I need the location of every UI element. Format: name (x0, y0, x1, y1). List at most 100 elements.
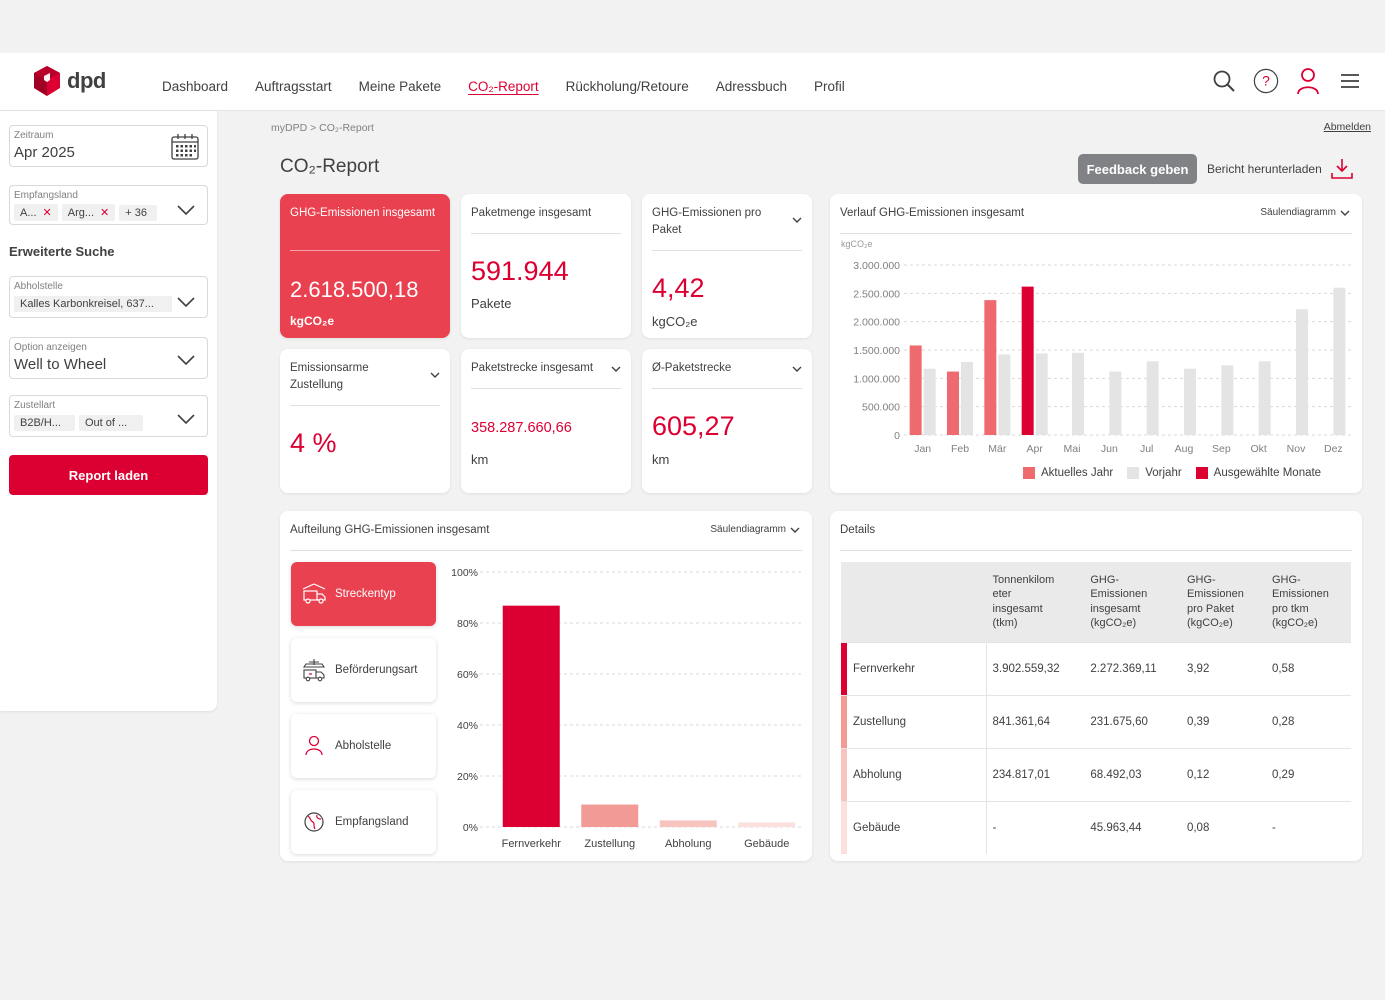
x-tick-label: Jun (1101, 443, 1118, 455)
calendar-icon[interactable] (171, 133, 199, 160)
abholstelle-chip: Kalles Karbonkreisel, 637... (14, 296, 172, 312)
main-nav: Dashboard Auftragsstart Meine Pakete CO₂… (162, 53, 845, 111)
bar-current-year[interactable] (1021, 286, 1034, 435)
table-cell: 3,92 (1180, 641, 1266, 695)
kpi-emissionsarm[interactable]: Emissionsarme Zustellung 4 % (280, 349, 450, 493)
divider (652, 250, 802, 251)
bar-previous-year[interactable] (1333, 287, 1346, 435)
category-befoerderungsart[interactable]: Beförderungsart (291, 638, 436, 702)
chip-land-1: A... ✕ (14, 204, 58, 221)
x-tick-label: Fernverkehr (502, 838, 562, 850)
chevron-down-icon (1340, 210, 1350, 216)
column-header: GHG- Emissionen pro tkm (kgCO₂e) (1265, 562, 1351, 642)
chevron-down-icon[interactable] (792, 365, 802, 373)
column-header (841, 562, 987, 642)
kpi-ghg-pro-paket[interactable]: GHG-Emissionen pro Paket 4,42 kgCO₂e (642, 194, 812, 338)
bar-current-year[interactable] (909, 345, 922, 435)
bar-previous-year[interactable] (1296, 309, 1308, 435)
help-icon[interactable]: ? (1253, 67, 1279, 95)
row-color-marker (841, 801, 847, 854)
feedback-button[interactable]: Feedback geben (1078, 154, 1197, 184)
nav-rueckholung[interactable]: Rückholung/Retoure (565, 78, 689, 94)
column-header: GHG- Emissionen pro Paket (kgCO₂e) (1180, 562, 1266, 642)
kpi-value: 2.618.500,18 (290, 277, 419, 302)
nav-dashboard[interactable]: Dashboard (162, 78, 229, 94)
bar-previous-year[interactable] (1221, 365, 1234, 435)
column-header: GHG- Emissionen insgesamt (kgCO₂e) (1084, 562, 1181, 642)
bar-fernverkehr[interactable] (502, 605, 560, 827)
download-report-button[interactable]: Bericht herunterladen (1207, 156, 1354, 182)
y-tick-label: 20% (457, 771, 478, 783)
nav-auftragsstart[interactable]: Auftragsstart (255, 78, 332, 94)
zeitraum-field[interactable]: Zeitraum Apr 2025 (9, 125, 208, 167)
legend-label: Aktuelles Jahr (1041, 467, 1114, 479)
nav-meine-pakete[interactable]: Meine Pakete (358, 78, 442, 94)
bar-previous-year[interactable] (1184, 368, 1196, 435)
chevron-down-icon[interactable] (177, 354, 195, 366)
category-label: Empfangsland (335, 816, 409, 828)
chevron-down-icon[interactable] (177, 204, 195, 216)
category-streckentyp[interactable]: Streckentyp (291, 562, 436, 626)
kpi-avg-strecke[interactable]: Ø-Paketstrecke 605,27 km (642, 349, 812, 493)
table-cell: 234.817,01 (986, 747, 1085, 801)
nav-adressbuch[interactable]: Adressbuch (715, 78, 788, 94)
dpd-logo[interactable]: dpd (33, 65, 106, 97)
bar-previous-year[interactable] (1072, 352, 1084, 435)
chevron-down-icon[interactable] (430, 371, 440, 379)
chart-type-label: Säulendiagramm (710, 524, 786, 535)
kpi-paketmenge[interactable]: Paketmenge insgesamt 591.944 Pakete (461, 194, 631, 338)
abholstelle-field[interactable]: Abholstelle Kalles Karbonkreisel, 637... (9, 276, 208, 318)
breadcrumb: myDPD > CO₂-Report (271, 122, 374, 134)
chart-type-dropdown[interactable]: Säulendiagramm (1260, 207, 1350, 218)
menu-icon[interactable] (1337, 67, 1363, 95)
verlauf-bar-chart: kgCO₂e 0 500.000 1.000.000 1.500.000 2.000.00… (841, 239, 1352, 455)
verlauf-title: Verlauf GHG-Emissionen insgesamt (840, 207, 1025, 219)
logout-link[interactable]: Abmelden (1323, 121, 1371, 133)
chart-type-label: Säulendiagramm (1260, 207, 1336, 218)
bar-previous-year[interactable] (961, 361, 973, 435)
report-laden-button[interactable]: Report laden (9, 455, 208, 495)
search-icon[interactable] (1211, 67, 1237, 95)
bar-zustellung[interactable] (581, 804, 639, 827)
divider (290, 405, 440, 406)
user-icon[interactable] (1295, 67, 1321, 95)
chevron-down-icon[interactable] (177, 413, 195, 425)
remove-chip-icon[interactable]: ✕ (100, 207, 110, 219)
details-card: Details Tonnenkilom eter insgesamt (tkm) GH… (830, 511, 1362, 861)
bar-previous-year[interactable] (1258, 361, 1271, 435)
logo-text: dpd (67, 68, 106, 93)
zustellart-field[interactable]: Zustellart B2B/H... Out of ... (9, 395, 208, 437)
row-color-marker (841, 748, 847, 801)
verlauf-legend: Aktuelles Jahr Vorjahr Ausgewählte Monat… (1023, 467, 1321, 479)
bar-previous-year[interactable] (923, 368, 936, 435)
bar-current-year[interactable] (947, 371, 959, 435)
empfangsland-field[interactable]: Empfangsland A... ✕ Arg... ✕ + 36 (9, 185, 208, 225)
bar-previous-year[interactable] (1146, 361, 1159, 435)
chevron-down-icon[interactable] (792, 216, 802, 224)
category-abholstelle[interactable]: Abholstelle (291, 714, 436, 778)
kpi-unit: kgCO₂e (652, 314, 698, 329)
remove-chip-icon[interactable]: ✕ (42, 207, 52, 219)
row-name: Abholung (841, 747, 987, 801)
bar-previous-year[interactable] (1109, 371, 1122, 435)
kpi-paketstrecke[interactable]: Paketstrecke insgesamt 358.287.660,66 km (461, 349, 631, 493)
category-empfangsland[interactable]: Empfangsland (291, 790, 436, 854)
kpi-unit: km (471, 452, 489, 467)
nav-profil[interactable]: Profil (814, 78, 845, 94)
bar-abholung[interactable] (659, 820, 717, 827)
row-label: Abholung (853, 768, 902, 781)
bar-gebäude[interactable] (738, 822, 796, 827)
kpi-ghg-total[interactable]: GHG-Emissionen insgesamt 2.618.500,18 kg… (280, 194, 450, 338)
chevron-down-icon[interactable] (177, 296, 195, 308)
more-chip[interactable]: + 36 (119, 205, 157, 221)
bar-current-year[interactable] (984, 300, 997, 435)
chevron-down-icon (790, 527, 800, 533)
option-field[interactable]: Option anzeigen Well to Wheel (9, 337, 208, 379)
chevron-down-icon[interactable] (611, 365, 621, 373)
nav-co2-report[interactable]: CO₂-Report (468, 78, 539, 94)
bar-previous-year[interactable] (998, 354, 1011, 435)
chip-land-2: Arg... ✕ (61, 204, 116, 221)
download-label: Bericht herunterladen (1207, 162, 1322, 176)
chart-type-dropdown[interactable]: Säulendiagramm (710, 524, 800, 535)
bar-previous-year[interactable] (1035, 353, 1048, 435)
